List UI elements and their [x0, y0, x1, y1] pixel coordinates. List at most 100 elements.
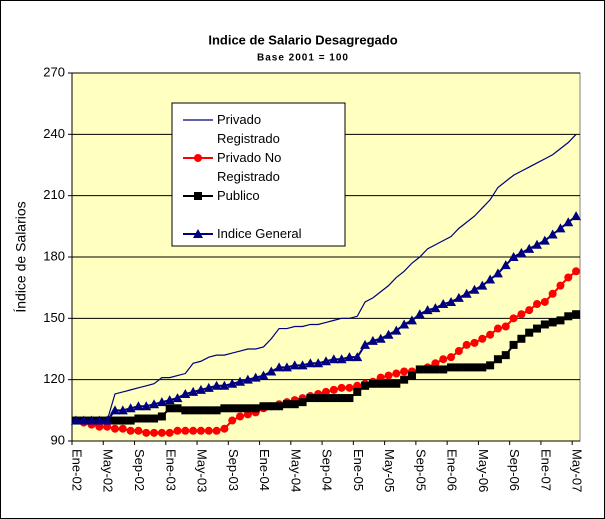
point	[572, 310, 581, 319]
point	[447, 363, 456, 372]
point	[392, 379, 401, 388]
point	[509, 340, 518, 349]
x-tick-label: Ene-07	[538, 449, 553, 491]
point	[259, 402, 268, 411]
point	[486, 330, 495, 339]
point	[493, 324, 502, 333]
y-tick-label: 150	[43, 310, 65, 325]
x-tick-label: Sep-05	[413, 449, 428, 491]
point	[399, 319, 410, 329]
point	[290, 400, 299, 409]
point	[306, 394, 315, 403]
point	[454, 363, 463, 372]
point	[102, 415, 113, 425]
point	[266, 366, 277, 376]
point	[344, 352, 355, 362]
y-tick-label: 210	[43, 187, 65, 202]
point	[329, 385, 338, 394]
point	[189, 406, 198, 415]
point	[243, 410, 252, 419]
point	[322, 387, 330, 396]
point	[194, 192, 202, 200]
point	[477, 280, 488, 290]
point	[204, 426, 213, 435]
point	[478, 363, 487, 372]
point	[196, 406, 205, 415]
point	[194, 154, 202, 162]
point	[391, 325, 402, 335]
point	[281, 362, 292, 372]
y-tick-label: 120	[43, 371, 65, 386]
x-tick-label: May-06	[476, 449, 491, 492]
y-tick-label: 180	[43, 248, 65, 263]
y-axis-label: Índice de Salarios	[13, 201, 29, 312]
point	[204, 406, 213, 415]
point	[469, 284, 480, 294]
point	[228, 404, 237, 413]
point	[322, 394, 330, 403]
point	[228, 416, 237, 425]
point	[430, 303, 441, 313]
legend: Privado Registrado Privado No Registrado P…	[171, 102, 346, 247]
point	[439, 355, 448, 364]
point	[376, 379, 385, 388]
point	[141, 401, 152, 411]
point	[470, 338, 479, 347]
point	[305, 358, 316, 368]
point	[431, 365, 440, 374]
point	[289, 360, 300, 370]
point	[446, 296, 457, 306]
point	[360, 339, 371, 349]
point	[501, 351, 510, 360]
x-tick-label: Ene-05	[351, 449, 366, 491]
legend-label: Privado No Registrado	[217, 150, 282, 184]
legend-entry: Publico	[217, 188, 260, 203]
point	[564, 312, 573, 321]
point	[235, 376, 246, 386]
x-tick-label: Sep-06	[507, 449, 522, 491]
point	[539, 235, 550, 245]
point	[329, 394, 338, 403]
point	[193, 229, 203, 238]
x-tick-label: Ene-02	[69, 449, 84, 491]
point	[103, 422, 112, 431]
x-tick-label: Ene-03	[163, 449, 178, 491]
point	[236, 404, 245, 413]
point	[571, 211, 582, 221]
point	[95, 422, 104, 431]
point	[500, 260, 511, 270]
point	[470, 363, 479, 372]
point	[236, 412, 245, 421]
point	[375, 333, 386, 343]
point	[133, 401, 144, 411]
point	[337, 383, 346, 392]
point	[564, 273, 573, 282]
y-tick-label: 240	[43, 126, 65, 141]
point	[532, 239, 543, 249]
point	[150, 428, 159, 437]
point	[243, 404, 252, 413]
point	[517, 334, 526, 343]
point	[400, 375, 409, 384]
point	[423, 365, 432, 374]
point	[478, 334, 487, 343]
x-tick-label: May-07	[570, 449, 585, 492]
point	[242, 374, 253, 384]
point	[181, 406, 190, 415]
point	[274, 362, 285, 372]
point	[188, 386, 199, 396]
series-line	[75, 133, 577, 422]
point	[406, 315, 417, 325]
point	[415, 365, 424, 374]
point	[150, 414, 159, 423]
point	[548, 318, 557, 327]
point	[556, 281, 565, 290]
x-tick-label: Ene-04	[257, 449, 272, 491]
point	[493, 355, 502, 364]
point	[376, 373, 385, 382]
point	[258, 370, 269, 380]
point	[492, 268, 503, 278]
point	[165, 404, 174, 413]
point	[462, 340, 471, 349]
